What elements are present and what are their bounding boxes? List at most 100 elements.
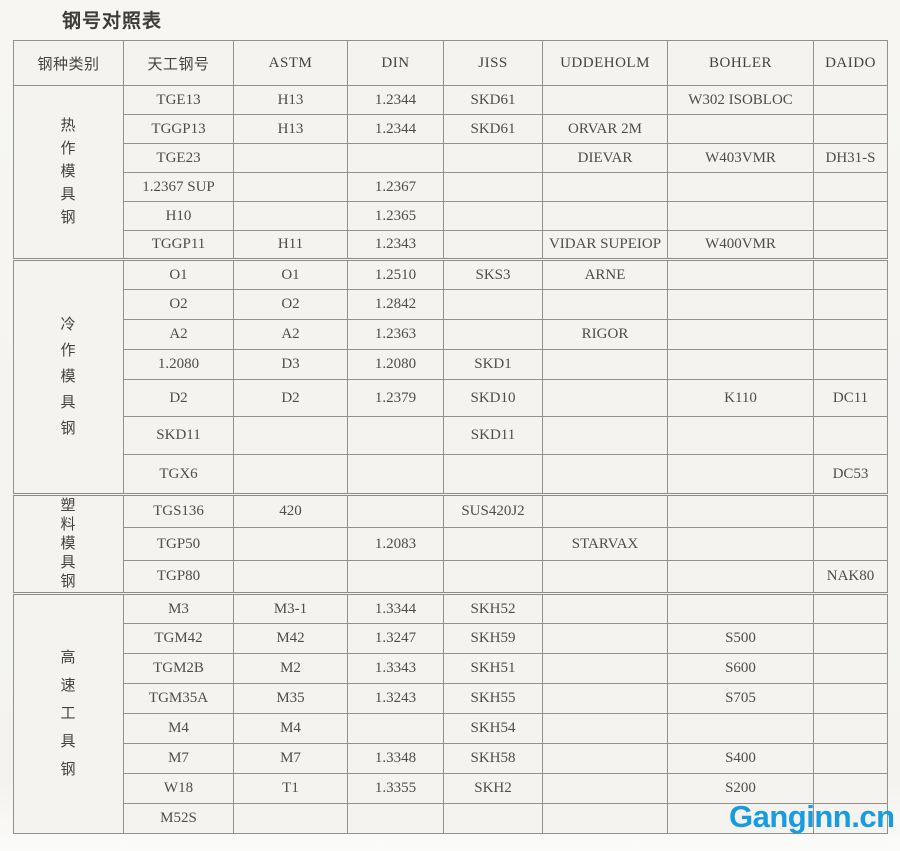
- table-cell: SKH59: [443, 623, 543, 654]
- table-cell: [667, 289, 814, 320]
- table-cell: [233, 416, 348, 455]
- table-cell: [813, 416, 888, 455]
- table-cell: [813, 592, 888, 624]
- table-cell: [542, 493, 668, 528]
- table-cell: [542, 560, 668, 594]
- table-cell: [667, 493, 814, 528]
- table-cell: M2: [233, 653, 348, 684]
- table-cell: 1.3348: [347, 743, 444, 774]
- table-cell: 1.2344: [347, 114, 444, 144]
- table-cell: 1.2363: [347, 319, 444, 350]
- table-cell: [813, 114, 888, 144]
- table-cell: [347, 803, 444, 834]
- table-cell: [813, 230, 888, 260]
- table-cell: TGP50: [123, 527, 234, 561]
- table-cell: ARNE: [542, 258, 668, 290]
- table-cell: W403VMR: [667, 143, 814, 173]
- table-cell: SKD61: [443, 85, 543, 115]
- table-cell: 1.2842: [347, 289, 444, 320]
- table-cell: [347, 454, 444, 495]
- table-row: H10 1.2365: [14, 201, 888, 231]
- table-cell: TGE13: [123, 85, 234, 115]
- steel-grade-table: 钢种类别 天工钢号 ASTM DIN JISS UDDEHOLM BOHLER …: [13, 40, 888, 834]
- table-cell: 1.2344: [347, 85, 444, 115]
- table-cell: TGM35A: [123, 683, 234, 714]
- table-cell: [813, 319, 888, 350]
- table-cell: [813, 527, 888, 561]
- table-cell: [542, 379, 668, 417]
- table-cell: NAK80: [813, 560, 888, 594]
- table-row: 塑料模具钢 TGS136 420 SUS420J2: [13, 493, 888, 594]
- col-header-tiangong: 天工钢号: [123, 40, 234, 86]
- table-cell: [667, 454, 814, 495]
- table-cell: [813, 713, 888, 744]
- table-cell: SKH55: [443, 683, 543, 714]
- table-cell: [667, 416, 814, 455]
- table-cell: M42: [233, 623, 348, 654]
- table-cell: 1.2365: [347, 201, 444, 231]
- table-cell: [443, 803, 543, 834]
- table-cell: [542, 592, 668, 624]
- col-header-daido: DAIDO: [813, 40, 888, 86]
- table-cell: [542, 773, 668, 804]
- table-row: TGM35A M35 1.3243 SKH55 S705: [14, 683, 888, 714]
- table-cell: [667, 114, 814, 144]
- table-cell: M4: [233, 713, 348, 744]
- table-cell: [667, 201, 814, 231]
- table-cell: SKS3: [443, 258, 543, 290]
- table-cell: TGM42: [123, 623, 234, 654]
- table-cell: DIEVAR: [542, 143, 668, 173]
- table-header: 钢种类别 天工钢号 ASTM DIN JISS UDDEHOLM BOHLER …: [13, 40, 888, 86]
- table-cell: SKH2: [443, 773, 543, 804]
- table-row: W18 T1 1.3355 SKH2 S200: [14, 773, 888, 804]
- table-cell: [443, 289, 543, 320]
- page-title: 钢号对照表: [62, 11, 163, 32]
- table-cell: SKH54: [443, 713, 543, 744]
- table-cell: [542, 683, 668, 714]
- table-cell: M35: [233, 683, 348, 714]
- col-header-steel-type: 钢种类别: [13, 40, 124, 86]
- table-cell: SKH51: [443, 653, 543, 684]
- table-cell: M3-1: [233, 592, 348, 624]
- table-cell: TGS136: [123, 493, 234, 528]
- table-cell: [542, 623, 668, 654]
- table-row: A2 A2 1.2363 RIGOR: [14, 319, 888, 350]
- table-cell: SKD11: [443, 416, 543, 455]
- steel-table-body: 热作模具钢 TGE13 H13 1.2344 SKD61 W302 ISOBLOC TGGP…: [13, 85, 888, 834]
- table-cell: M7: [123, 743, 234, 774]
- table-cell: S600: [667, 653, 814, 684]
- table-cell: [667, 319, 814, 350]
- table-cell: SKD61: [443, 114, 543, 144]
- table-cell: [347, 560, 444, 594]
- table-row: 1.2367 SUP 1.2367: [14, 172, 888, 202]
- table-cell: SKH52: [443, 592, 543, 624]
- table-cell: 1.3343: [347, 653, 444, 684]
- table-cell: [813, 201, 888, 231]
- category-cell: 热作模具钢: [13, 85, 124, 260]
- table-cell: [542, 454, 668, 495]
- category-cell: 冷作模具钢: [13, 258, 124, 495]
- col-header-uddeholm: UDDEHOLM: [542, 40, 668, 86]
- table-cell: [542, 172, 668, 202]
- col-header-bohler: BOHLER: [667, 40, 814, 86]
- table-cell: [347, 713, 444, 744]
- table-row: D2 D2 1.2379 SKD10 K110 DC11: [14, 379, 888, 417]
- table-cell: [813, 773, 888, 804]
- table-cell: 1.3355: [347, 773, 444, 804]
- table-cell: [347, 493, 444, 528]
- table-cell: TGGP13: [123, 114, 234, 144]
- category-cell: 塑料模具钢: [13, 493, 124, 594]
- table-cell: [443, 319, 543, 350]
- table-cell: A2: [233, 319, 348, 350]
- table-cell: [443, 201, 543, 231]
- table-cell: O2: [123, 289, 234, 320]
- table-cell: H10: [123, 201, 234, 231]
- table-cell: [542, 653, 668, 684]
- table-cell: [233, 527, 348, 561]
- table-row: TGM42 M42 1.3247 SKH59 S500: [14, 623, 888, 654]
- table-cell: [813, 258, 888, 290]
- table-cell: [813, 172, 888, 202]
- table-cell: [443, 527, 543, 561]
- table-cell: SKD1: [443, 349, 543, 380]
- table-cell: [667, 592, 814, 624]
